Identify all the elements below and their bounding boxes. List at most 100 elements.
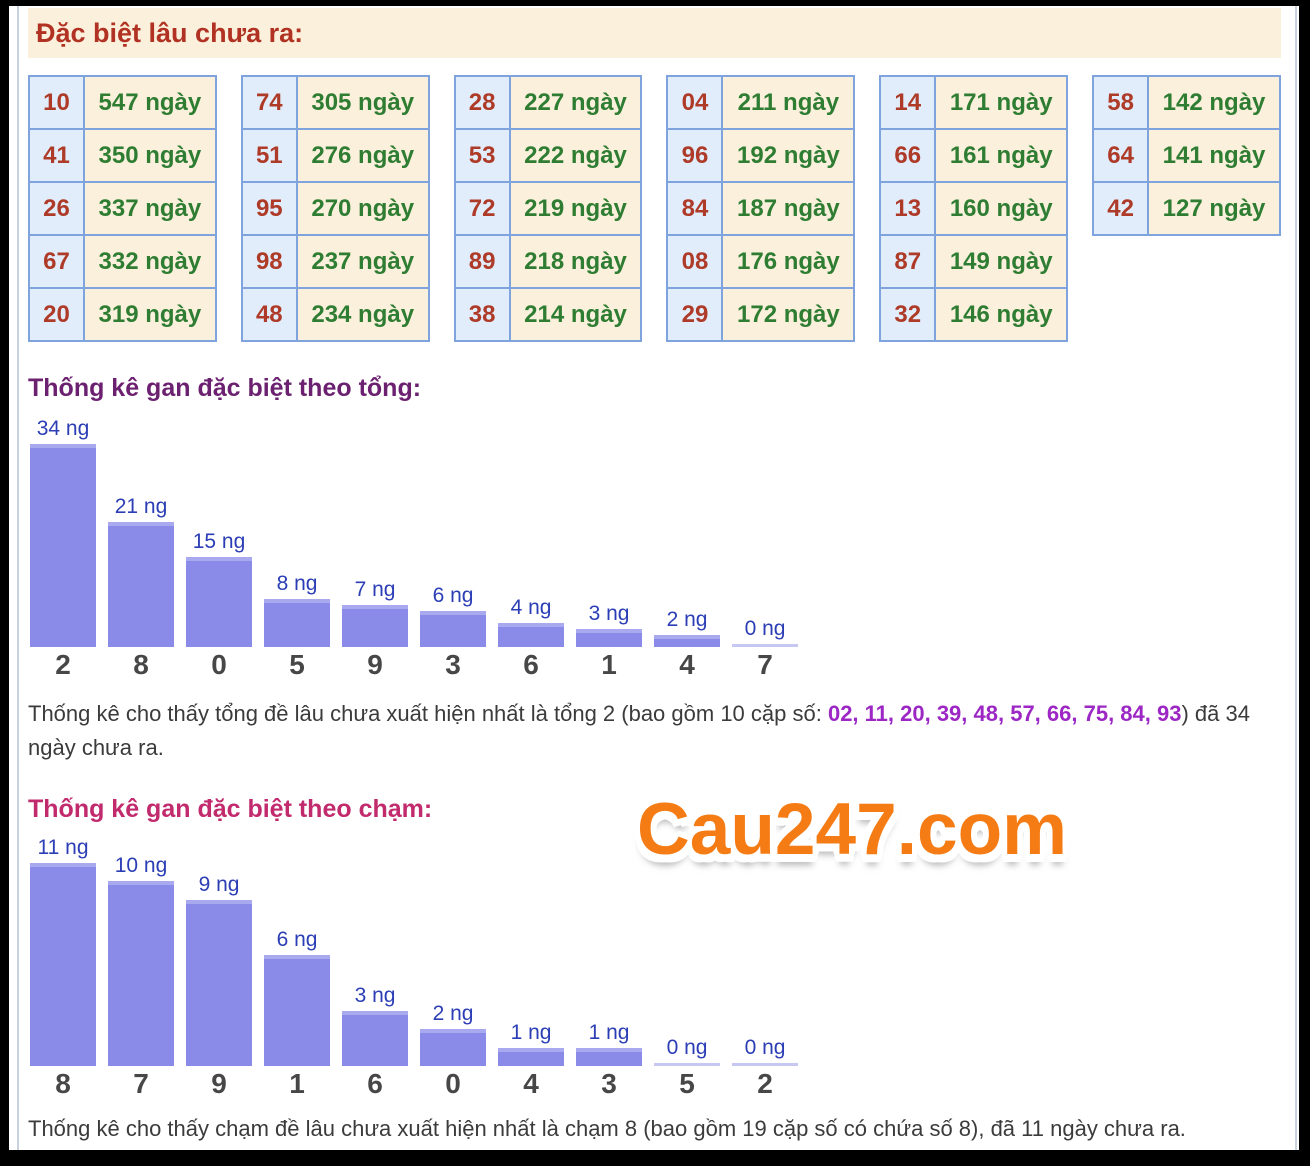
gan-number-cell: 20	[28, 287, 85, 342]
summary-tong: Thống kê cho thấy tổng đề lâu chưa xuất …	[28, 697, 1273, 765]
bar-category-label: 4	[523, 1068, 539, 1099]
gan-table: 04 211 ngày 96 192 ngày 84 187 ngày 08 176 ngày…	[666, 75, 856, 342]
bar-stack: 21 ng	[108, 415, 174, 647]
gan-number-cell: 13	[879, 181, 937, 236]
bar	[30, 444, 96, 647]
table-row: 10 547 ngày	[28, 75, 217, 130]
gan-days-cell: 222 ngày	[508, 128, 643, 183]
table-row: 26 337 ngày	[28, 181, 217, 236]
bar-category-label: 8	[55, 1068, 71, 1099]
gan-number-cell: 64	[1092, 128, 1150, 183]
gan-days-cell: 149 ngày	[934, 234, 1069, 289]
bar	[732, 644, 798, 647]
table-row: 04 211 ngày	[666, 75, 856, 130]
bar	[186, 900, 252, 1066]
gan-number-cell: 04	[666, 75, 724, 130]
bar	[186, 557, 252, 647]
bar-column: 3 ng 6	[342, 834, 408, 1100]
gan-number-cell: 51	[240, 128, 298, 183]
gan-days-cell: 214 ngày	[508, 287, 643, 342]
bar-column: 15 ng 0	[186, 415, 252, 681]
gan-days-cell: 227 ngày	[508, 75, 643, 130]
gan-days-cell: 319 ngày	[82, 287, 217, 342]
bar-chart-tong: 34 ng 2 21 ng 8 15 ng 0 8 ng 5 7 ng 9 6 ng 3 4 ng 6 3 …	[30, 415, 1281, 681]
lottery-stats-page: Đặc biệt lâu chưa ra: 10 547 ngày 41 350 ng…	[9, 6, 1299, 1150]
gan-number-cell: 48	[240, 287, 298, 342]
gan-days-cell: 176 ngày	[721, 234, 856, 289]
gan-number-cell: 72	[453, 181, 511, 236]
bar-stack: 6 ng	[264, 834, 330, 1066]
bar-category-label: 6	[523, 649, 539, 680]
bar-stack: 7 ng	[342, 415, 408, 647]
bar-category-label: 9	[211, 1068, 227, 1099]
bar-stack: 0 ng	[732, 415, 798, 647]
bar-value-label: 0 ng	[666, 1036, 708, 1059]
gan-number-cell: 95	[240, 181, 298, 236]
gan-days-cell: 146 ngày	[934, 287, 1069, 342]
gan-days-cell: 218 ngày	[508, 234, 643, 289]
bar-column: 3 ng 1	[576, 415, 642, 681]
bar-column: 21 ng 8	[108, 415, 174, 681]
bar-value-label: 11 ng	[37, 836, 89, 859]
gan-number-cell: 29	[666, 287, 724, 342]
table-row: 48 234 ngày	[240, 287, 430, 342]
bar-value-label: 34 ng	[36, 417, 90, 440]
bar-value-label: 15 ng	[192, 530, 246, 553]
chart-title-tong: Thống kê gan đặc biệt theo tổng:	[28, 374, 422, 402]
table-row: 87 149 ngày	[879, 234, 1069, 289]
bar-stack: 0 ng	[654, 834, 720, 1066]
table-row: 13 160 ngày	[879, 181, 1069, 236]
bar-category-label: 1	[289, 1068, 305, 1099]
table-row: 98 237 ngày	[240, 234, 430, 289]
gan-number-cell: 32	[879, 287, 937, 342]
bar-category-label: 8	[133, 649, 149, 680]
bar-column: 6 ng 3	[420, 415, 486, 681]
bar-value-label: 1 ng	[510, 1021, 552, 1044]
gan-days-cell: 161 ngày	[934, 128, 1069, 183]
gan-days-cell: 187 ngày	[721, 181, 856, 236]
table-row: 64 141 ngày	[1092, 128, 1281, 183]
bar-stack: 1 ng	[498, 834, 564, 1066]
gan-number-cell: 98	[240, 234, 298, 289]
bar-column: 6 ng 1	[264, 834, 330, 1100]
bar-category-label: 7	[757, 649, 773, 680]
bar-category-label: 0	[211, 649, 227, 680]
gan-table: 14 171 ngày 66 161 ngày 13 160 ngày 87 149 ngày…	[879, 75, 1069, 342]
summary-tong-text-before: Thống kê cho thấy tổng đề lâu chưa xuất …	[28, 701, 828, 726]
gan-days-cell: 547 ngày	[82, 75, 217, 130]
gan-number-cell: 10	[28, 75, 85, 130]
bar-category-label: 1	[601, 649, 617, 680]
bar-stack: 0 ng	[732, 834, 798, 1066]
bar-chart-cham: 11 ng 8 10 ng 7 9 ng 9 6 ng 1 3 ng 6 2 ng 0 1 ng 4 1 n…	[30, 834, 1281, 1100]
gan-number-cell: 66	[879, 128, 937, 183]
bar	[576, 629, 642, 647]
gan-number-cell: 28	[453, 75, 511, 130]
bar-stack: 3 ng	[576, 415, 642, 647]
gan-table: 58 142 ngày 64 141 ngày 42 127 ngày	[1092, 75, 1281, 236]
bar-column: 0 ng 2	[732, 834, 798, 1100]
bar-column: 1 ng 4	[498, 834, 564, 1100]
gan-number-cell: 38	[453, 287, 511, 342]
bar-column: 11 ng 8	[30, 834, 96, 1100]
bar-value-label: 6 ng	[276, 928, 318, 951]
bar-category-label: 9	[367, 649, 383, 680]
summary-tong-text-after: ) đã 34 ngày chưa ra.	[28, 701, 1250, 760]
bar-column: 7 ng 9	[342, 415, 408, 681]
bar-value-label: 0 ng	[744, 1036, 786, 1059]
gan-table: 10 547 ngày 41 350 ngày 26 337 ngày 67 332 ngày…	[28, 75, 217, 342]
bar-column: 9 ng 9	[186, 834, 252, 1100]
bar-stack: 10 ng	[108, 834, 174, 1066]
table-row: 84 187 ngày	[666, 181, 856, 236]
table-row: 38 214 ngày	[453, 287, 643, 342]
bar-value-label: 6 ng	[432, 584, 474, 607]
bar-category-label: 5	[679, 1068, 695, 1099]
bar-stack: 1 ng	[576, 834, 642, 1066]
gan-days-cell: 172 ngày	[721, 287, 856, 342]
bar-category-label: 2	[55, 649, 71, 680]
summary-cham: Thống kê cho thấy chạm đề lâu chưa xuất …	[28, 1116, 1186, 1141]
bar-value-label: 3 ng	[354, 984, 396, 1007]
gan-number-cell: 41	[28, 128, 85, 183]
table-row: 42 127 ngày	[1092, 181, 1281, 236]
gan-days-cell: 142 ngày	[1147, 75, 1281, 130]
bar-category-label: 7	[133, 1068, 149, 1099]
